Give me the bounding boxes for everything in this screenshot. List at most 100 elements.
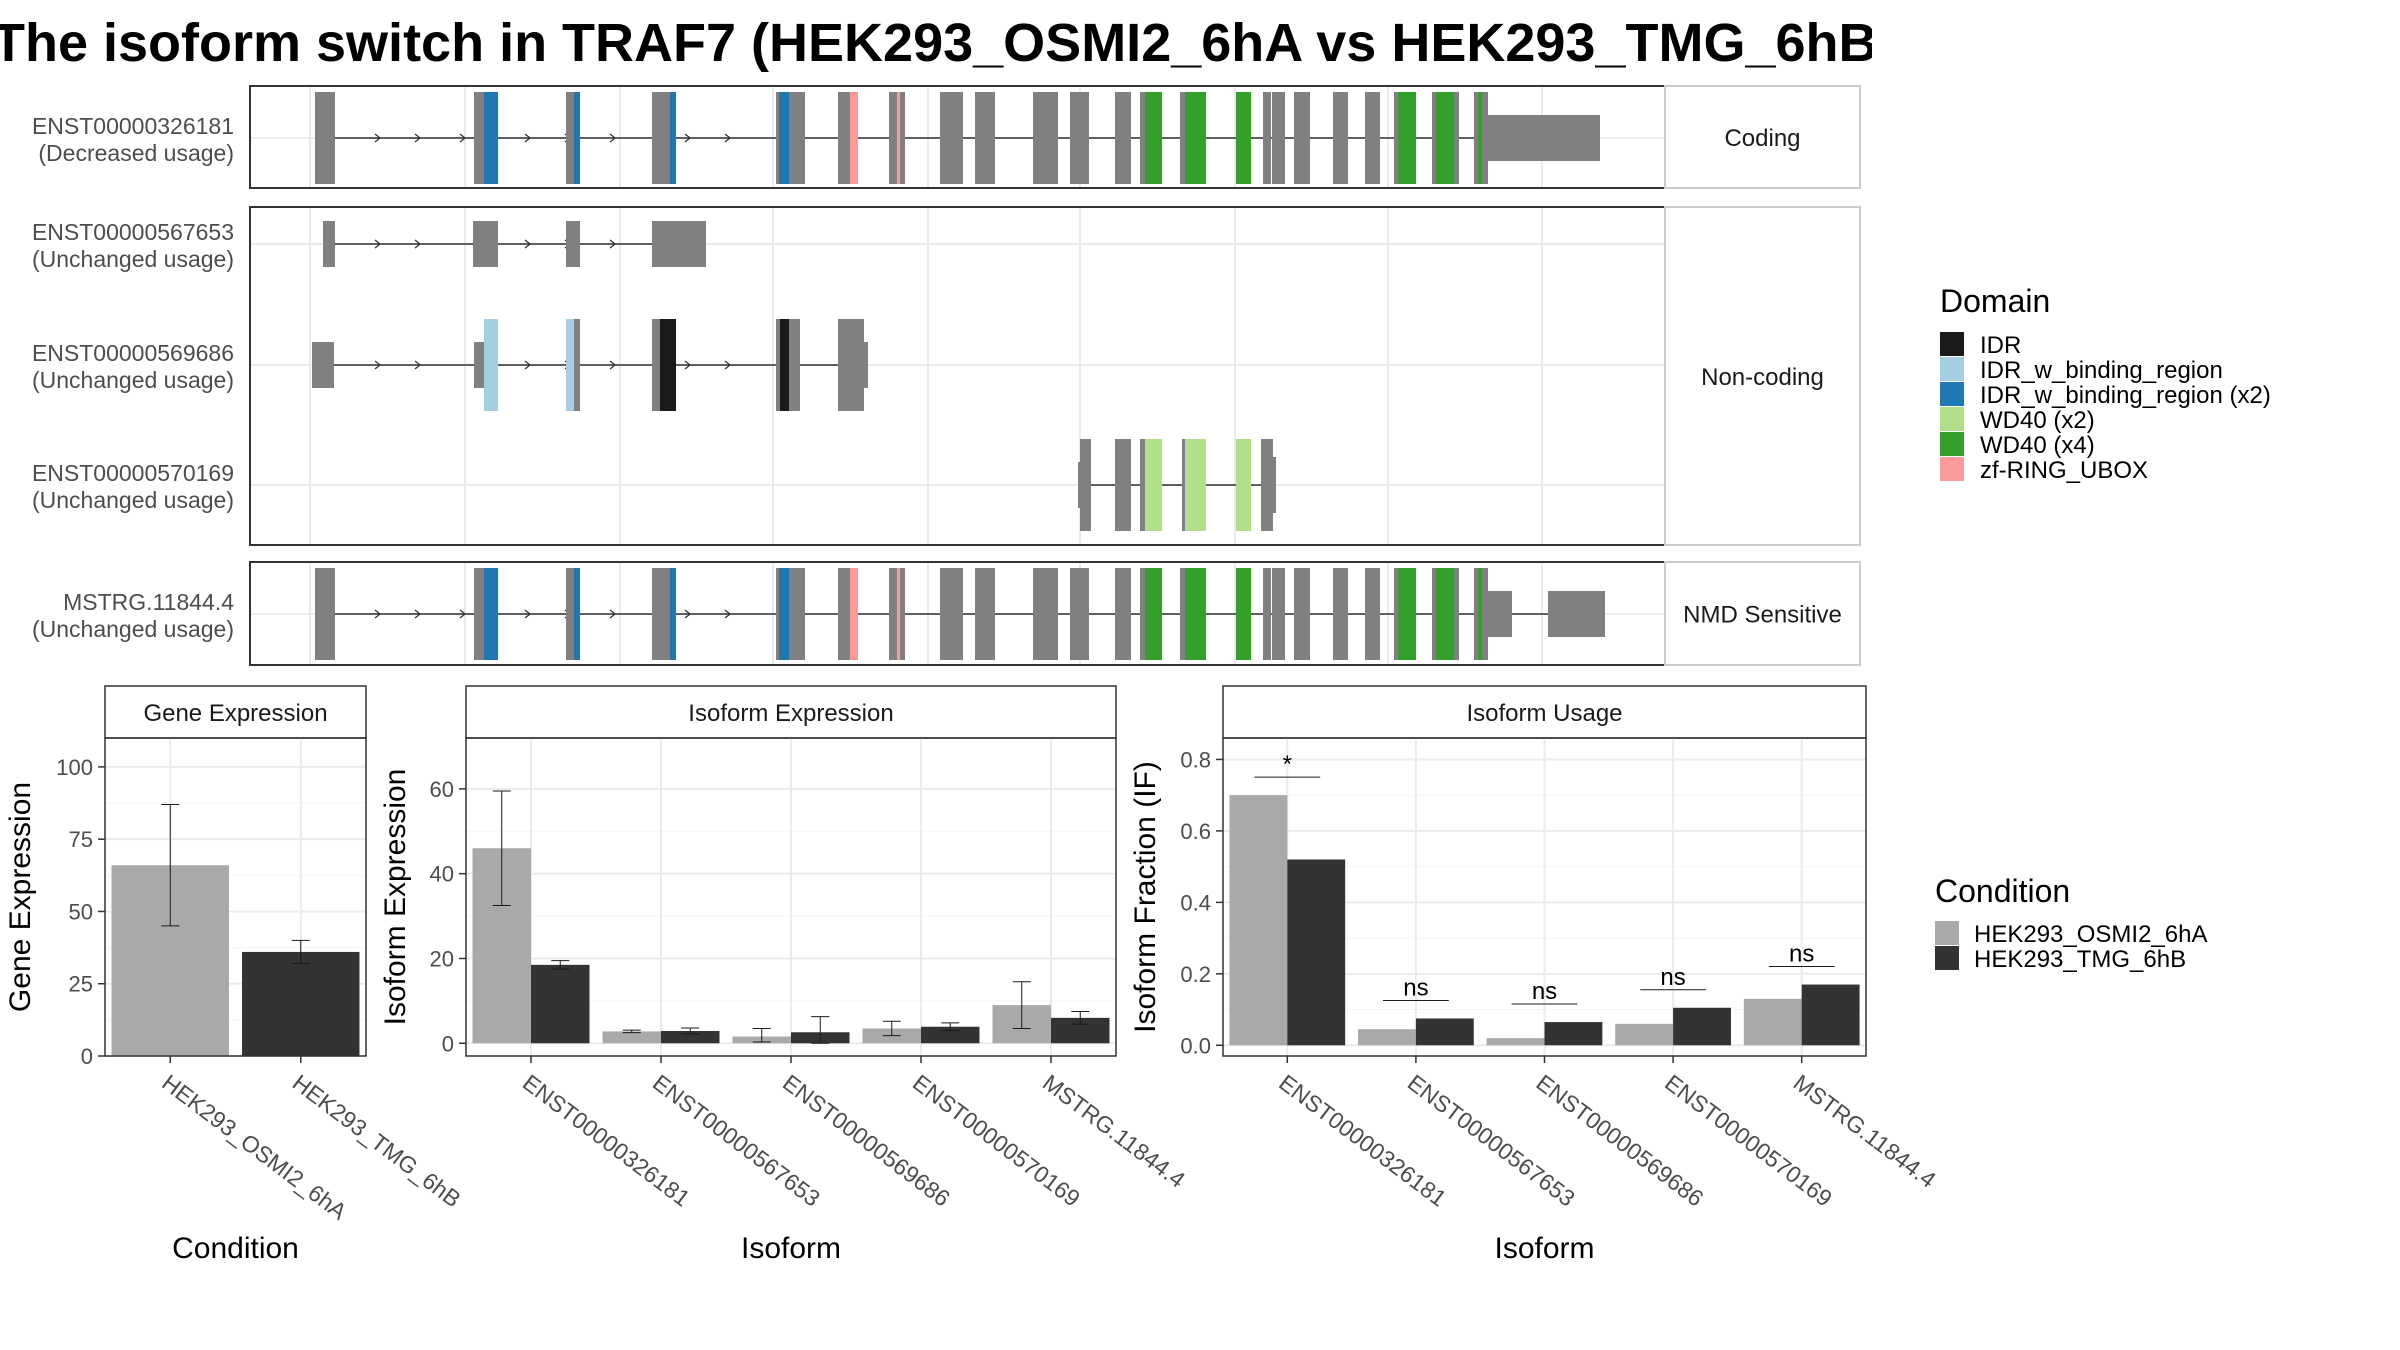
- exon-block: [473, 221, 498, 267]
- chart-strip-title: Gene Expression: [143, 700, 327, 727]
- y-axis-title: Gene Expression: [4, 782, 37, 1012]
- exon-block: [1333, 568, 1348, 660]
- bar: [1486, 1038, 1545, 1046]
- domain-legend-label: WD40 (x2): [1980, 407, 2095, 434]
- domain-block: [484, 92, 498, 184]
- isoform-label-id: ENST00000569686: [32, 340, 234, 366]
- exon-block: [1033, 568, 1058, 660]
- bar: [242, 951, 360, 1056]
- bar: [1801, 984, 1860, 1046]
- domain-block: [1478, 568, 1482, 660]
- y-axis-title: Isoform Expression: [379, 769, 412, 1026]
- exon-block: [1294, 568, 1310, 660]
- exon-block: [975, 92, 995, 184]
- exon-block: [1272, 457, 1276, 513]
- domain-block: [1436, 92, 1454, 184]
- exon-block: [1263, 92, 1271, 184]
- exon-block: [1394, 568, 1400, 660]
- y-tick-label: 25: [69, 972, 93, 997]
- exon-block: [1454, 568, 1459, 660]
- structure-panel-bg: [250, 207, 1665, 545]
- domain-block: [670, 568, 676, 660]
- strand-arrow: [414, 609, 422, 619]
- chart-strip: [104, 685, 367, 739]
- strand-arrow: [524, 360, 532, 370]
- x-axis-title: Isoform: [741, 1232, 841, 1265]
- exon-block: [1474, 92, 1480, 184]
- domain-legend-title: Domain: [1940, 283, 2050, 319]
- condition-legend-label: HEK293_OSMI2_6hA: [1974, 921, 2207, 948]
- domain-block: [1185, 92, 1206, 184]
- y-tick-label: 20: [430, 946, 454, 971]
- isoform-label-usage: (Unchanged usage): [32, 367, 234, 393]
- exon-block: [1294, 92, 1310, 184]
- domain-block: [484, 319, 498, 411]
- strand-arrow: [724, 133, 732, 143]
- strand-arrow: [609, 239, 617, 249]
- exon-block: [789, 319, 800, 411]
- exon-block: [474, 342, 484, 388]
- significance-label: *: [1283, 751, 1292, 778]
- strand-arrow: [524, 239, 532, 249]
- exon-block: [1394, 92, 1400, 184]
- y-tick-label: 100: [56, 755, 93, 780]
- exon-block: [1070, 92, 1089, 184]
- domain-block: [1185, 568, 1206, 660]
- isoform-label-usage: (Unchanged usage): [32, 487, 234, 513]
- domain-block: [670, 92, 676, 184]
- exon-block: [1488, 591, 1512, 637]
- strand-arrow: [374, 133, 382, 143]
- bar: [1743, 998, 1802, 1046]
- facet-strip-label: Non-coding: [1701, 364, 1824, 391]
- domain-legend-label: zf-RING_UBOX: [1980, 457, 2148, 484]
- exon-block: [1482, 92, 1488, 184]
- exon-block: [1261, 439, 1273, 531]
- exon-block: [864, 342, 868, 388]
- isoform-label-id: ENST00000326181: [32, 113, 234, 139]
- bar-chart-1: Isoform ExpressionENST00000326181ENST000…: [379, 685, 1190, 1265]
- exon-block: [1115, 439, 1131, 531]
- y-tick-label: 0.0: [1180, 1033, 1211, 1058]
- exon-block: [1432, 568, 1438, 660]
- domain-legend-swatch: [1940, 407, 1964, 431]
- exon-block: [889, 568, 897, 660]
- chart-strip: [1222, 685, 1867, 739]
- domain-block: [660, 319, 676, 411]
- bar: [1287, 859, 1346, 1046]
- y-tick-label: 0.8: [1180, 747, 1211, 772]
- exon-block: [1272, 568, 1285, 660]
- strand-arrow: [414, 360, 422, 370]
- strand-arrow: [374, 609, 382, 619]
- bar: [1229, 795, 1288, 1046]
- domain-block: [1236, 439, 1251, 531]
- domain-block: [574, 568, 580, 660]
- chart-strip-title: Isoform Expression: [688, 700, 893, 727]
- domain-block: [1185, 439, 1206, 531]
- bar: [1544, 1022, 1603, 1046]
- significance-label: ns: [1789, 941, 1814, 968]
- exon-block: [1263, 568, 1271, 660]
- structure-panels: Coding ENST00000326181(Decreased usage) No…: [32, 85, 1861, 666]
- chart-strip-title: Isoform Usage: [1466, 700, 1622, 727]
- exon-block: [1070, 568, 1089, 660]
- exon-block: [1488, 115, 1600, 161]
- exon-block: [789, 92, 805, 184]
- exon-block: [975, 568, 995, 660]
- exon-block: [315, 92, 335, 184]
- exon-block: [566, 92, 574, 184]
- exon-block: [789, 568, 805, 660]
- domain-block: [850, 92, 858, 184]
- domain-block: [1398, 92, 1416, 184]
- domain-block: [779, 92, 789, 184]
- exon-block: [1033, 92, 1058, 184]
- domain-legend-swatch: [1940, 432, 1964, 456]
- domain-block: [1145, 568, 1162, 660]
- y-tick-label: 0.4: [1180, 890, 1211, 915]
- bar: [1358, 1029, 1416, 1046]
- y-tick-label: 40: [430, 862, 454, 887]
- isoform-label-id: MSTRG.11844.4: [63, 589, 234, 615]
- domain-block: [1436, 568, 1454, 660]
- y-tick-label: 60: [430, 777, 454, 802]
- exon-block: [940, 568, 963, 660]
